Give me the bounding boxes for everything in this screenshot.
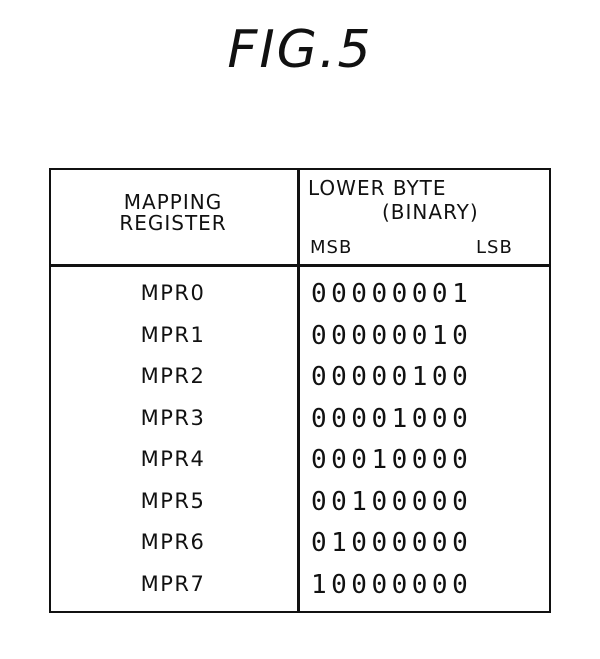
binary-value: 00001000	[311, 404, 472, 434]
figure-title: FIG.5	[0, 20, 600, 80]
mapping-register-header-text: MAPPING REGISTER	[119, 190, 226, 235]
mapping-register-header: MAPPING REGISTER	[49, 192, 297, 234]
table-row: MPR5 00100000	[49, 485, 551, 527]
register-name: MPR7	[49, 572, 297, 596]
lsb-label: LSB	[476, 237, 513, 258]
msb-label: MSB	[310, 237, 352, 258]
binary-value: 10000000	[311, 570, 472, 600]
header-divider	[49, 264, 551, 267]
binary-value: 00100000	[311, 487, 472, 517]
table-row: MPR3 00001000	[49, 402, 551, 444]
register-name: MPR4	[49, 447, 297, 471]
register-name: MPR1	[49, 323, 297, 347]
register-name: MPR5	[49, 489, 297, 513]
binary-value: 00000100	[311, 362, 472, 392]
register-name: MPR2	[49, 364, 297, 388]
register-name: MPR6	[49, 530, 297, 554]
binary-value: 00000001	[311, 279, 472, 309]
register-name: MPR3	[49, 406, 297, 430]
binary-header: (BINARY)	[382, 200, 479, 224]
table-row: MPR7 10000000	[49, 568, 551, 610]
table-row: MPR0 00000001	[49, 277, 551, 319]
binary-value: 01000000	[311, 528, 472, 558]
table-body: MPR0 00000001 MPR1 00000010 MPR2 0000010…	[49, 277, 551, 609]
table-row: MPR1 00000010	[49, 319, 551, 361]
binary-value: 00000010	[311, 321, 472, 351]
register-name: MPR0	[49, 281, 297, 305]
lower-byte-header: LOWER BYTE	[308, 176, 447, 200]
table-row: MPR4 00010000	[49, 443, 551, 485]
table-row: MPR2 00000100	[49, 360, 551, 402]
table-row: MPR6 01000000	[49, 526, 551, 568]
binary-value: 00010000	[311, 445, 472, 475]
